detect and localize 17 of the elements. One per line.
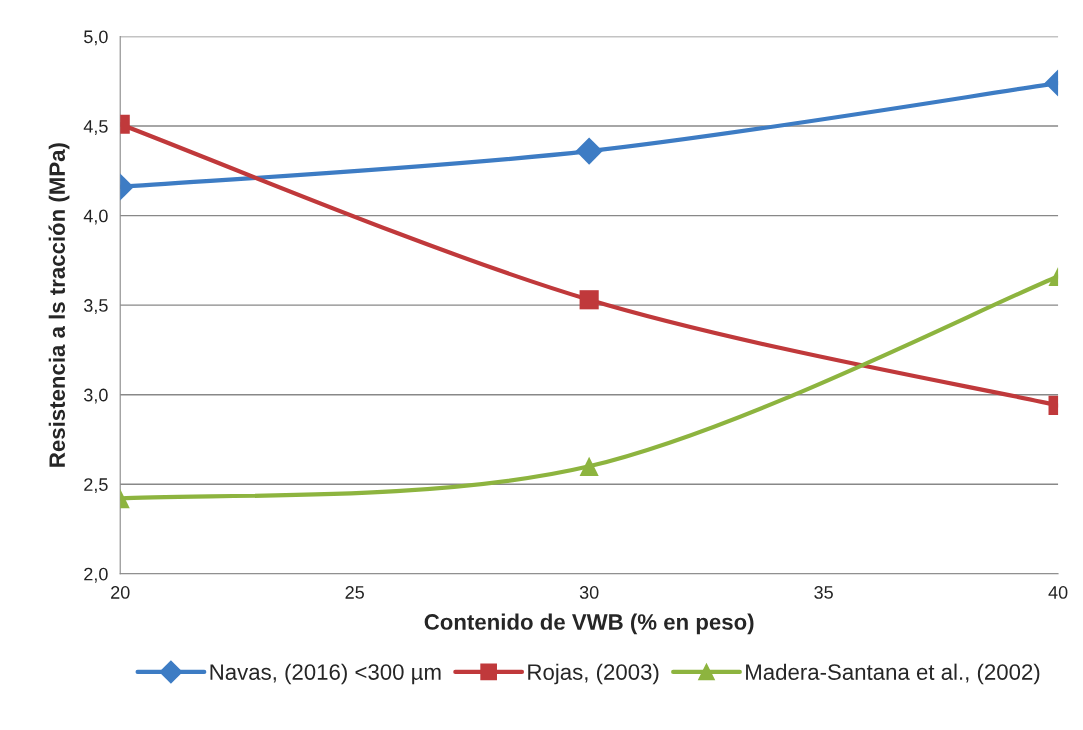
- y-tick-label: 2,0: [84, 567, 108, 583]
- y-axis-title: Resistencia a ls tracción (MPa): [48, 143, 70, 467]
- x-axis-title: Contenido de VWB (% en peso): [424, 613, 754, 635]
- x-tick-label: 20: [111, 586, 130, 599]
- x-tick-label: 30: [579, 586, 599, 599]
- y-tick-label: 3,5: [84, 299, 108, 314]
- y-tick-label: 3,0: [84, 388, 108, 404]
- legend-label: Rojas, (2003): [528, 663, 659, 685]
- legend-label: Madera-Santana et al., (2002): [746, 663, 1040, 685]
- y-tick-label: 2,5: [84, 478, 108, 494]
- y-tick-label: 5,0: [84, 30, 108, 46]
- legend-label: Navas, (2016) <300 µm: [210, 663, 441, 685]
- x-tick-label: 35: [814, 586, 833, 599]
- y-tick-label: 4,0: [83, 209, 108, 225]
- y-tick-label: 4,5: [83, 120, 108, 135]
- x-tick-label: 40: [1048, 586, 1068, 599]
- x-tick-label: 25: [345, 586, 364, 599]
